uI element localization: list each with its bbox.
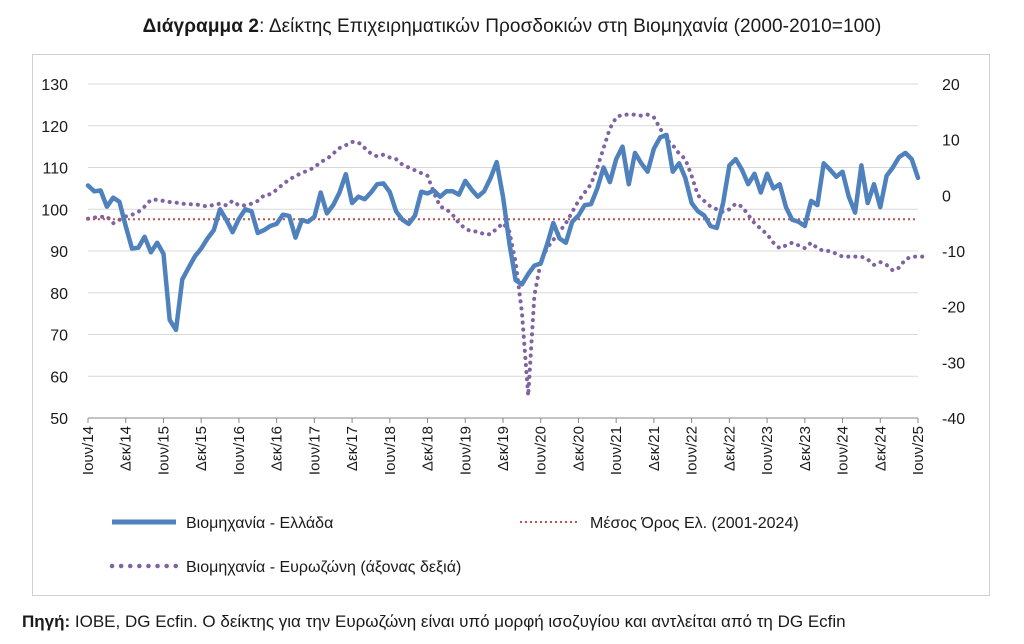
legend-greece-label: Βιομηχανία - Ελλάδα [186, 515, 333, 532]
y-right-tick-label: 10 [942, 133, 960, 150]
x-tick-label: Δεκ/19 [495, 426, 512, 471]
chart-title-text: : Δείκτης Επιχειρηματικών Προσδοκιών στη… [259, 16, 882, 37]
x-tick-label: Δεκ/15 [193, 426, 210, 471]
y-left-tick-label: 100 [41, 202, 68, 219]
y-left-tick-label: 60 [50, 369, 68, 386]
series-greece-line [85, 132, 921, 333]
x-tick-label: Ιουν/19 [457, 426, 474, 475]
x-tick-label: Δεκ/21 [646, 426, 663, 471]
y-right-tick-label: -20 [942, 300, 965, 317]
x-tick-label: Δεκ/14 [118, 426, 135, 471]
y-right-tick-label: -40 [942, 411, 965, 428]
chart-frame [32, 54, 990, 596]
chart-title: Διάγραμμα 2: Δείκτης Επιχειρηματικών Προ… [0, 16, 1024, 38]
x-tick-label: Ιουν/23 [759, 426, 776, 475]
x-tick-label: Δεκ/18 [420, 426, 437, 471]
x-tick-label: Ιουν/21 [608, 426, 625, 475]
y-right-tick-label: 20 [942, 77, 960, 94]
series-eurozone-line [86, 112, 927, 398]
legend-eurozone-label: Βιομηχανία - Ευρωζώνη (άξονας δεξιά) [186, 559, 461, 576]
x-tick-label: Δεκ/20 [570, 426, 587, 471]
y-left-tick-label: 90 [50, 244, 68, 261]
x-tick-label: Ιουν/22 [684, 426, 701, 475]
x-tick-label: Δεκ/24 [872, 426, 889, 471]
y-left-tick-label: 70 [50, 328, 68, 345]
x-tick-label: Ιουν/14 [80, 426, 97, 475]
x-tick-label: Δεκ/17 [344, 426, 361, 471]
y-left-tick-label: 80 [50, 286, 68, 303]
y-right-tick-label: 0 [942, 188, 951, 205]
y-left-tick-label: 50 [50, 411, 68, 428]
x-tick-label: Δεκ/22 [721, 426, 738, 471]
x-tick-label: Ιουν/20 [533, 426, 550, 475]
x-tick-label: Δεκ/23 [797, 426, 814, 471]
x-tick-label: Δεκ/16 [269, 426, 286, 471]
x-tick-label: Ιουν/24 [835, 426, 852, 475]
chart-title-prefix: Διάγραμμα 2 [142, 16, 260, 37]
y-left-tick-label: 120 [41, 119, 68, 136]
x-tick-label: Ιουν/18 [382, 426, 399, 475]
y-left-tick-label: 110 [42, 161, 68, 178]
source-label: Πηγή: [22, 612, 71, 631]
x-tick-label: Ιουν/25 [910, 426, 927, 475]
y-left-tick-label: 130 [41, 77, 68, 94]
source-text: ΙΟΒΕ, DG Ecfin. Ο δείκτης για την Ευρωζώ… [70, 612, 846, 631]
legend-average-label: Μέσος Όρος Ελ. (2001-2024) [590, 515, 799, 532]
source-note: Πηγή: ΙΟΒΕ, DG Ecfin. Ο δείκτης για την … [22, 612, 846, 632]
x-tick-label: Ιουν/17 [306, 426, 323, 475]
x-tick-label: Ιουν/15 [155, 426, 172, 475]
y-right-tick-label: -30 [942, 355, 965, 372]
y-right-tick-label: -10 [942, 244, 965, 261]
x-tick-label: Ιουν/16 [231, 426, 248, 475]
